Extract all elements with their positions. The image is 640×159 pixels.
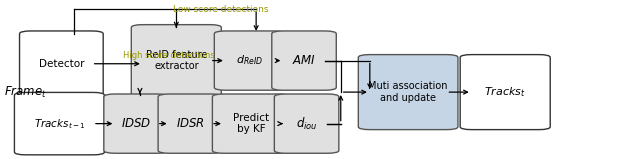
FancyBboxPatch shape xyxy=(275,94,339,153)
Text: $Tracks_t$: $Tracks_t$ xyxy=(484,85,526,99)
FancyBboxPatch shape xyxy=(212,94,290,153)
FancyBboxPatch shape xyxy=(104,94,168,153)
Text: High score detections: High score detections xyxy=(124,51,215,60)
FancyBboxPatch shape xyxy=(358,55,458,130)
FancyBboxPatch shape xyxy=(272,31,336,90)
FancyBboxPatch shape xyxy=(158,94,223,153)
Text: Predict
by KF: Predict by KF xyxy=(233,113,269,134)
Text: $d_{ReID}$: $d_{ReID}$ xyxy=(236,54,263,67)
FancyBboxPatch shape xyxy=(460,55,550,130)
Text: $Tracks_{t-1}$: $Tracks_{t-1}$ xyxy=(33,117,85,131)
FancyBboxPatch shape xyxy=(15,92,104,155)
Text: $IDSD$: $IDSD$ xyxy=(121,117,151,130)
Text: $Frame_t$: $Frame_t$ xyxy=(4,85,47,100)
Text: Detector: Detector xyxy=(38,59,84,69)
Text: $d_{iou}$: $d_{iou}$ xyxy=(296,116,317,132)
Text: $AMI$: $AMI$ xyxy=(292,54,316,67)
Text: ReID feature
extractor: ReID feature extractor xyxy=(146,50,207,71)
FancyBboxPatch shape xyxy=(20,31,103,97)
Text: $IDSR$: $IDSR$ xyxy=(176,117,205,130)
FancyBboxPatch shape xyxy=(131,25,221,97)
Text: Low score detections: Low score detections xyxy=(173,5,269,14)
Text: Muti association
and update: Muti association and update xyxy=(369,81,448,103)
FancyBboxPatch shape xyxy=(214,31,285,90)
